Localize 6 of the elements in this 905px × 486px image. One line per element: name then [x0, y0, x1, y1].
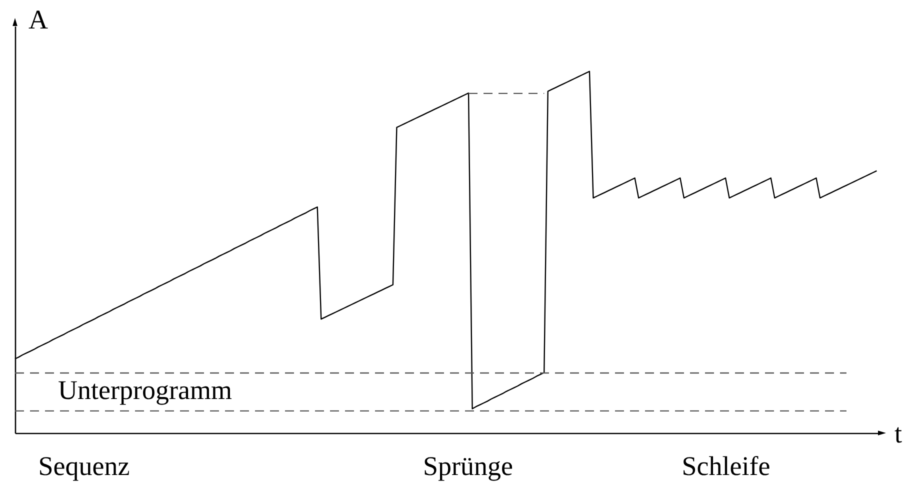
annotation: Unterprogramm: [58, 375, 232, 405]
x-axis-title: t: [894, 418, 902, 448]
text: Sequenz: [38, 451, 130, 481]
y-axis-title: A: [28, 4, 48, 34]
text: Schleife: [682, 451, 770, 481]
text: Sprünge: [423, 451, 514, 481]
